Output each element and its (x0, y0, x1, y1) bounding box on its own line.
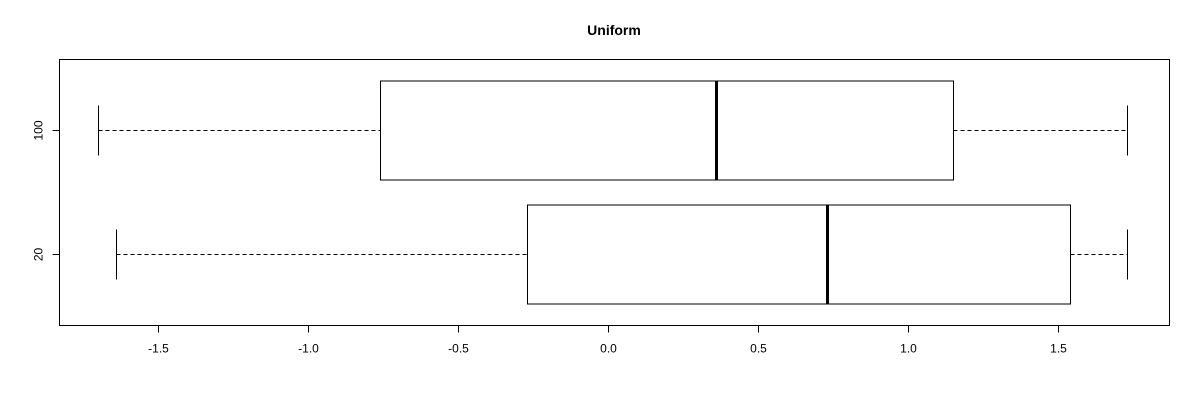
x-tick-label: -1.0 (298, 342, 319, 356)
x-tick-label: -0.5 (448, 342, 469, 356)
y-tick-label: 100 (32, 120, 46, 140)
plot-marks: -1.5 -1.0 -0.5 0.0 0.5 1.0 1.5 20 100 (32, 80, 1128, 356)
chart-title: Uniform (587, 22, 641, 38)
box-iqr (527, 204, 1071, 305)
x-tick-label: 0.0 (600, 342, 617, 356)
box-iqr (380, 80, 954, 181)
x-tick-label: 0.5 (750, 342, 767, 356)
y-tick-label: 20 (32, 248, 46, 262)
x-tick-label: 1.0 (900, 342, 917, 356)
x-tick-label: -1.5 (148, 342, 169, 356)
x-tick-label: 1.5 (1050, 342, 1067, 356)
